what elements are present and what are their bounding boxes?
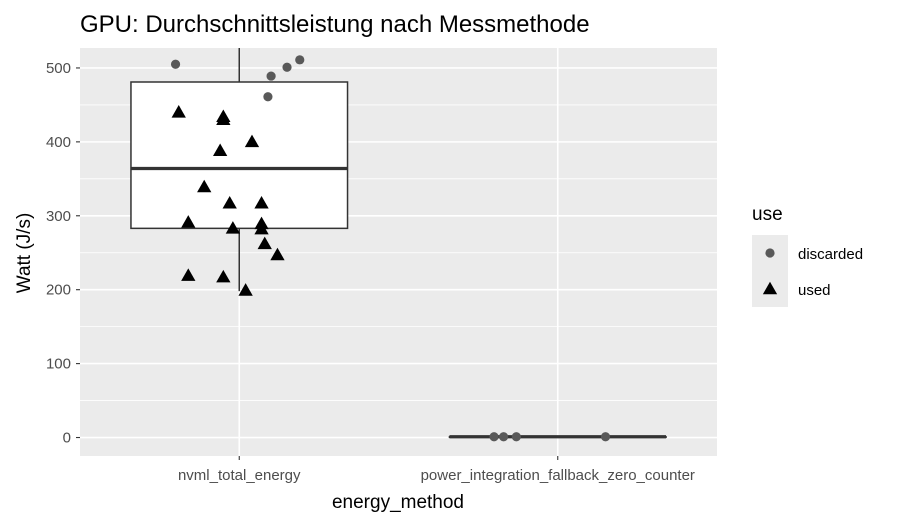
y-tick-label: 0 xyxy=(63,430,71,447)
point-used xyxy=(216,269,231,283)
legend-key-circle xyxy=(765,248,775,258)
point-discarded xyxy=(170,59,181,69)
point-used xyxy=(216,112,231,125)
y-tick-label: 300 xyxy=(46,208,71,225)
y-tick-label: 500 xyxy=(46,60,71,77)
point-used xyxy=(181,215,196,228)
x-axis: nvml_total_energy power_integration_fallb… xyxy=(178,456,695,484)
y-tick-label: 400 xyxy=(46,134,71,151)
box xyxy=(130,81,349,230)
point-discarded xyxy=(489,432,499,442)
x-tick-label: power_integration_fallback_zero_counter xyxy=(421,467,695,484)
boxplots xyxy=(130,48,667,439)
point-used xyxy=(254,195,269,209)
legend-key-triangle xyxy=(762,281,778,295)
y-tick-label: 100 xyxy=(46,356,71,373)
point-used xyxy=(254,221,269,235)
chart-title: GPU: Durchschnittsleistung nach Messmeth… xyxy=(80,11,590,38)
legend-label: used xyxy=(798,282,831,299)
point-discarded xyxy=(263,92,273,102)
point-used xyxy=(270,247,285,261)
point-used xyxy=(225,221,241,234)
point-discarded xyxy=(499,432,509,442)
legend: use discarded used xyxy=(752,204,863,307)
point-used xyxy=(257,236,272,250)
point-discarded xyxy=(282,62,292,72)
point-used xyxy=(222,195,237,209)
point-used xyxy=(212,143,228,157)
point-used xyxy=(171,105,186,118)
x-axis-title: energy_method xyxy=(332,492,464,513)
legend-label: discarded xyxy=(798,246,863,263)
point-used xyxy=(238,283,253,296)
boxplot xyxy=(130,48,349,292)
legend-title: use xyxy=(752,204,783,225)
point-discarded xyxy=(511,432,521,442)
y-tick-label: 200 xyxy=(46,282,71,299)
boxplot xyxy=(448,435,667,439)
point-used xyxy=(197,179,212,193)
point-discarded xyxy=(295,55,305,65)
point-used xyxy=(181,268,196,281)
y-axis-title: Watt (J/s) xyxy=(14,213,35,294)
x-tick-label: nvml_total_energy xyxy=(178,467,301,484)
point-used xyxy=(244,134,260,148)
point-discarded xyxy=(600,432,611,442)
y-axis: 0 100 200 300 400 500 xyxy=(46,60,80,447)
point-discarded xyxy=(266,71,276,81)
data-points xyxy=(170,55,611,442)
